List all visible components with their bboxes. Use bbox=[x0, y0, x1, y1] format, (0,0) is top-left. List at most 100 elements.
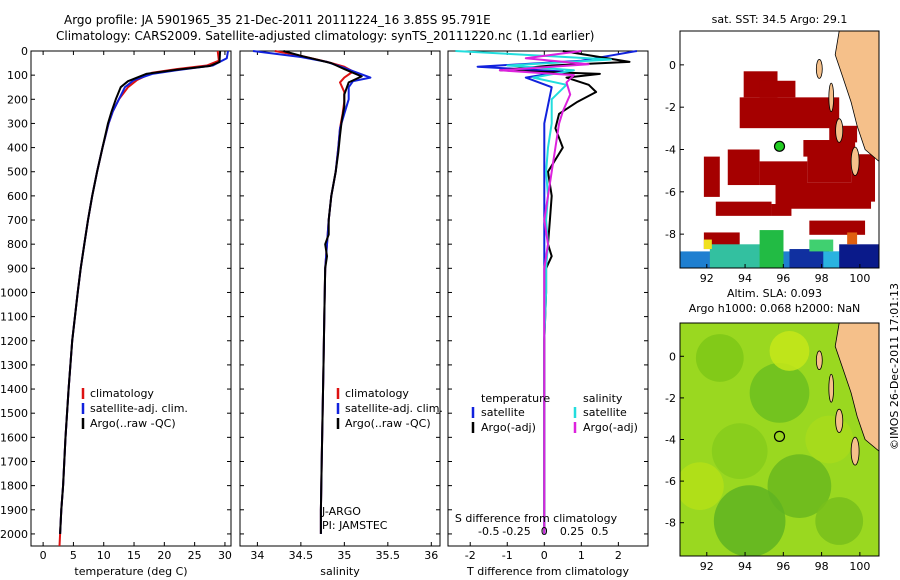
x-tick-label: 100 bbox=[849, 272, 870, 285]
map-title-line-1: Altim. SLA: 0.093 bbox=[727, 287, 822, 300]
y-tick-label: -4 bbox=[665, 434, 676, 447]
sst-block bbox=[839, 244, 879, 268]
sla-blob bbox=[815, 497, 864, 545]
island bbox=[850, 146, 860, 176]
sst-block bbox=[703, 156, 720, 197]
sst-block bbox=[847, 232, 858, 245]
land-mass bbox=[834, 323, 879, 452]
y-tick-label: 600 bbox=[7, 190, 28, 203]
x-tick-label: 94 bbox=[738, 560, 752, 573]
argo-float-marker bbox=[773, 430, 786, 442]
x-tick-label: 34.5 bbox=[289, 549, 314, 562]
series-line-t-argo-adj- bbox=[498, 50, 631, 534]
y-tick-label: 1600 bbox=[0, 431, 28, 444]
y-tick-label: 0 bbox=[21, 45, 28, 58]
sst-block bbox=[809, 220, 866, 235]
x-tick-label: 35.5 bbox=[376, 549, 401, 562]
y-tick-label: 400 bbox=[7, 142, 28, 155]
land-mass bbox=[834, 31, 879, 162]
sla-blob bbox=[767, 454, 832, 518]
top-tick-label: 0 bbox=[541, 525, 548, 538]
y-tick-label: 1300 bbox=[0, 359, 28, 372]
legend-label: climatology bbox=[90, 387, 154, 400]
y-tick-label: 1800 bbox=[0, 480, 28, 493]
y-tick-label: 900 bbox=[7, 262, 28, 275]
panel-sla-map: 92 94 96 98 100 0 -2 -4 -6 -8 Altim. SLA: 0.093 Arg… bbox=[665, 287, 880, 573]
sst-block bbox=[807, 154, 852, 183]
sla-blob bbox=[680, 462, 724, 510]
x-tick-label: 92 bbox=[700, 560, 714, 573]
island bbox=[835, 408, 844, 433]
island bbox=[815, 59, 823, 79]
panel-salinity: 34 34.5 35 35.5 36 salinity bbox=[239, 50, 441, 578]
legend-title: salinity bbox=[583, 392, 623, 405]
panel-temperature: 0 5 10 15 20 25 30 temperature (deg C) 0 100 200 30… bbox=[0, 45, 232, 578]
island bbox=[815, 350, 823, 370]
sla-blob bbox=[805, 415, 854, 464]
x-tick-label: 100 bbox=[849, 560, 870, 573]
legend-label: Argo(..raw -QC) bbox=[345, 417, 431, 430]
sla-blob bbox=[749, 363, 810, 423]
y-tick-label: 0 bbox=[669, 59, 676, 72]
y-tick-label: -4 bbox=[665, 144, 676, 157]
x-tick-label: 98 bbox=[815, 560, 829, 573]
top-tick-label: 0.25 bbox=[560, 525, 585, 538]
sst-block bbox=[715, 201, 772, 216]
island bbox=[835, 118, 844, 143]
series-line-argo-raw-qc- bbox=[59, 50, 222, 534]
x-tick-label: 35 bbox=[337, 549, 351, 562]
x-tick-label: 2 bbox=[615, 549, 622, 562]
sst-block bbox=[759, 80, 796, 98]
legend-label: Argo(-adj) bbox=[583, 421, 638, 434]
y-tick-label: 500 bbox=[7, 166, 28, 179]
x-tick-label: 15 bbox=[127, 549, 141, 562]
top-tick-label: -0.25 bbox=[502, 525, 530, 538]
y-tick-label: -2 bbox=[665, 392, 676, 405]
x-tick-label: 92 bbox=[700, 272, 714, 285]
legend-label: satellite bbox=[583, 406, 627, 419]
series-line-s-satellite bbox=[455, 50, 612, 534]
sla-blob bbox=[711, 423, 768, 480]
sla-blob bbox=[695, 334, 744, 382]
series-line-satellite-adj-clim- bbox=[252, 50, 372, 534]
annotation: PI: JAMSTEC bbox=[322, 519, 388, 532]
plot-frame bbox=[239, 50, 441, 547]
island bbox=[850, 436, 860, 466]
y-tick-label: 0 bbox=[669, 350, 676, 363]
sla-blob bbox=[713, 485, 786, 556]
x-axis-label: temperature (deg C) bbox=[74, 565, 187, 578]
y-tick-label: 1400 bbox=[0, 383, 28, 396]
x-axis-label: salinity bbox=[320, 565, 360, 578]
sst-block bbox=[771, 204, 792, 216]
island bbox=[828, 82, 835, 112]
y-tick-label: 200 bbox=[7, 93, 28, 106]
x-tick-label: 0 bbox=[40, 549, 47, 562]
sst-block bbox=[739, 97, 840, 129]
x-tick-label: 25 bbox=[188, 549, 202, 562]
y-tick-label: 1700 bbox=[0, 455, 28, 468]
y-tick-label: -8 bbox=[665, 517, 676, 530]
sst-block bbox=[829, 125, 858, 143]
sst-block bbox=[803, 140, 856, 157]
title-line-2: Climatology: CARS2009. Satellite-adjuste… bbox=[56, 29, 595, 43]
top-tick-label: 0.5 bbox=[591, 525, 609, 538]
island bbox=[828, 373, 835, 403]
y-tick-label: -2 bbox=[665, 101, 676, 114]
y-tick-label: 800 bbox=[7, 238, 28, 251]
x-tick-label: 94 bbox=[738, 272, 752, 285]
x-tick-label: -1 bbox=[502, 549, 513, 562]
x-tick-label: 96 bbox=[776, 272, 790, 285]
y-tick-label: 1000 bbox=[0, 286, 28, 299]
y-tick-label: -6 bbox=[665, 475, 676, 488]
legend-label: satellite bbox=[481, 406, 525, 419]
y-tick-label: 1200 bbox=[0, 335, 28, 348]
top-axis-label: S difference from climatology bbox=[455, 512, 618, 525]
sla-blob bbox=[769, 331, 810, 371]
y-tick-label: 2000 bbox=[0, 528, 28, 541]
y-tick-label: 700 bbox=[7, 214, 28, 227]
sst-block bbox=[703, 239, 712, 250]
map-content bbox=[680, 323, 879, 556]
x-axis-label: T difference from climatology bbox=[466, 565, 629, 578]
y-tick-label: 300 bbox=[7, 117, 28, 130]
top-tick-label: -0.5 bbox=[478, 525, 499, 538]
